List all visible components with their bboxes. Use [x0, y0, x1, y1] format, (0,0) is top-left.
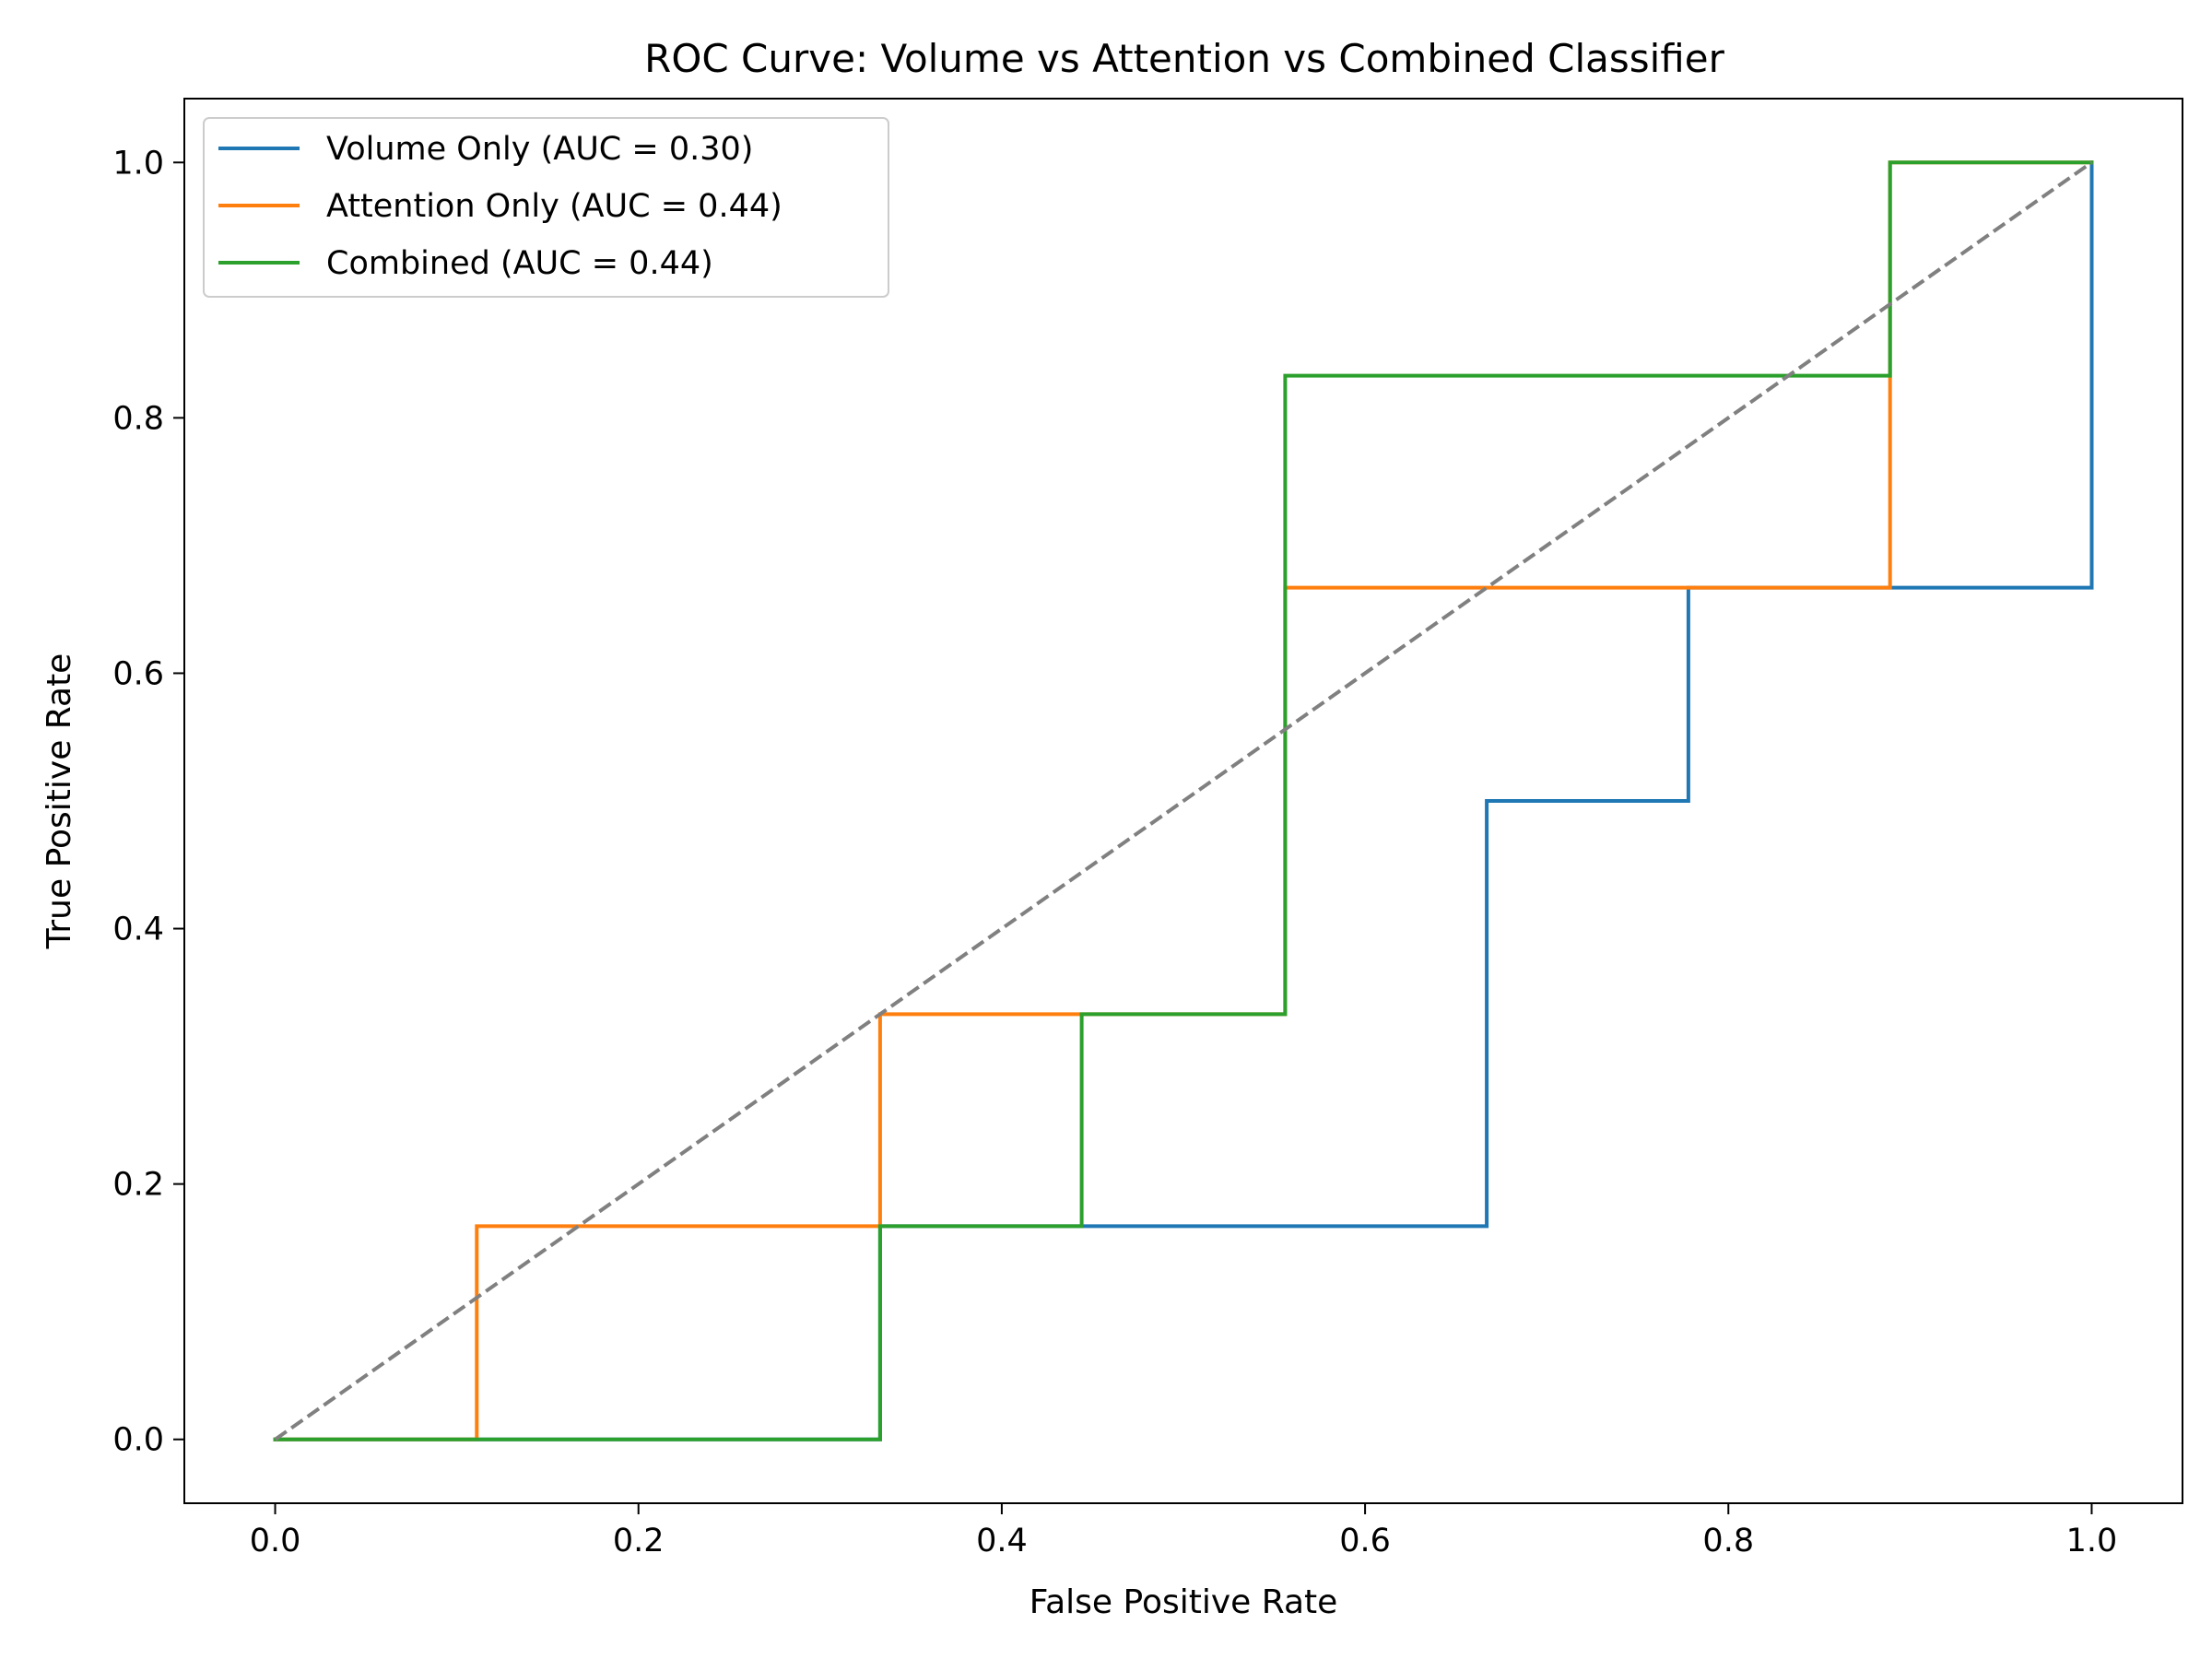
legend-box	[203, 117, 889, 298]
legend-label-0: Volume Only (AUC = 0.30)	[326, 131, 753, 168]
x-tick-label: 1.0	[2066, 1523, 2118, 1559]
y-tick-label: 0.4	[112, 912, 164, 948]
x-tick-label: 0.4	[976, 1523, 1028, 1559]
x-axis-label: False Positive Rate	[1030, 1583, 1338, 1621]
x-tick-label: 0.6	[1339, 1523, 1391, 1559]
y-tick-label: 0.0	[112, 1422, 164, 1459]
legend-entries: Volume Only (AUC = 0.30) Attention Only (…	[218, 131, 782, 282]
reference-diagonal-line	[274, 160, 2093, 1441]
series-line-2	[273, 160, 2094, 1441]
chart-title: ROC Curve: Volume vs Attention vs Combin…	[644, 36, 1724, 81]
y-tick-label: 0.6	[112, 655, 164, 692]
y-tick-label: 0.8	[112, 400, 164, 437]
y-tick-label: 1.0	[112, 145, 164, 182]
plot-lines	[273, 160, 2094, 1441]
x-tick-label: 0.0	[250, 1523, 301, 1559]
legend-label-1: Attention Only (AUC = 0.44)	[326, 188, 782, 225]
x-axis-ticks: 0.0 0.2 0.4 0.6 0.8 1.0	[250, 1503, 2118, 1559]
y-axis-ticks: 0.0 0.2 0.4 0.6 0.8 1.0	[112, 145, 184, 1459]
legend: Volume Only (AUC = 0.30) Attention Only (…	[203, 117, 889, 298]
x-tick-label: 0.2	[613, 1523, 665, 1559]
legend-label-2: Combined (AUC = 0.44)	[326, 245, 713, 282]
y-axis-label: True Positive Rate	[41, 653, 78, 950]
y-tick-label: 0.2	[112, 1167, 164, 1204]
plot-frame	[183, 98, 2183, 1504]
x-tick-label: 0.8	[1702, 1523, 1754, 1559]
